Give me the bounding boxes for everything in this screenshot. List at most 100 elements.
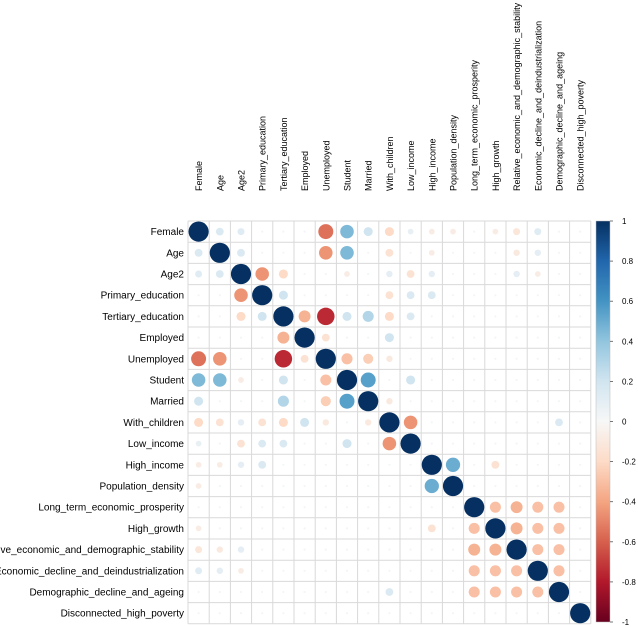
correlation-circle [213,373,227,387]
correlation-circle [557,442,561,445]
correlation-circle [511,586,523,598]
correlation-circle [557,378,561,382]
colorbar [595,220,611,623]
correlation-circle [218,590,221,594]
column-label: High_growth [491,140,501,191]
correlation-circle [494,612,497,615]
correlation-circle [213,352,227,366]
column-labels: Female Age Age2 Primary_education Tertiary_e… [194,2,586,191]
correlation-circle [365,419,372,426]
correlation-circle [324,484,327,488]
column-label: Relative_economic_and_demographic_stabil… [512,2,522,191]
correlation-circle [536,315,539,318]
correlation-circle [513,228,521,236]
correlation-circle [386,355,393,362]
correlation-circle [468,522,480,534]
correlation-circle [489,501,501,513]
correlation-circle [532,544,544,556]
correlation-circle [303,463,306,466]
correlation-circle [579,421,582,424]
correlation-circle [362,310,374,322]
correlation-circle [303,612,306,615]
correlation-circle [579,442,582,445]
grid [187,220,592,625]
correlation-circle [536,336,539,339]
correlation-circle [515,378,518,382]
correlation-circle [345,590,349,594]
correlation-circle [451,612,455,615]
correlation-circle [274,350,293,368]
correlation-circle [238,377,244,383]
row-label: Long_term_economic_prosperity [38,503,184,514]
row-label: Low_income [128,439,185,450]
correlation-circle [345,336,349,339]
correlation-circle [216,567,223,574]
correlation-circle [385,588,394,596]
correlation-circle [318,224,334,240]
correlation-circle [239,400,243,403]
correlation-circle [473,272,476,276]
correlation-circle [494,251,497,254]
correlation-circle [451,527,455,530]
correlation-circle [345,484,349,488]
correlation-circle [534,271,541,277]
correlation-circle [451,336,455,339]
correlation-circle [339,393,355,409]
correlation-circle [424,478,439,494]
correlation-circle [489,543,502,556]
correlation-circle [197,315,200,318]
correlation-circle [386,270,393,278]
correlation-circle [473,484,476,488]
correlation-circle [409,400,412,403]
correlation-circle [451,569,455,572]
correlation-circle [218,294,221,297]
correlation-circle [579,400,582,403]
correlation-circle [218,336,221,339]
correlation-circle [450,228,456,235]
correlation-circle [345,527,349,530]
correlation-circle [553,544,565,556]
correlation-circle [532,501,544,513]
correlation-circle [430,421,433,424]
correlation-circle [367,548,370,551]
correlation-circle [216,461,223,468]
correlation-circle [261,251,264,254]
correlation-circle [363,353,374,364]
correlation-circle [430,315,433,318]
correlation-circle [570,603,591,624]
correlation-circle [409,590,412,594]
correlation-circle [345,612,349,615]
correlation-circle [386,398,393,405]
correlation-circle [430,357,433,360]
correlation-circle [409,463,412,466]
column-label: Age [215,175,225,191]
correlation-circle [515,294,518,297]
correlation-circle [367,463,370,466]
correlation-circle [303,527,306,530]
correlation-circle [430,590,433,594]
correlation-circle [427,291,436,300]
correlation-circle [489,586,501,598]
correlation-circle [303,230,306,233]
correlation-circle [342,439,352,449]
correlation-circle [282,548,285,551]
correlation-circle [234,288,248,302]
correlation-circle [261,612,264,615]
correlation-circle [239,612,243,615]
colorbar-tick-label: -0.2 [622,458,636,467]
correlation-circle [494,484,497,488]
correlation-circle [473,336,476,339]
correlation-circle [367,590,370,594]
correlation-circle [409,548,412,551]
correlation-circle [188,221,209,242]
correlation-circle [215,227,224,236]
correlation-circles [188,221,591,624]
column-label: Unemployed [321,140,331,191]
colorbar-tick-label: -0.6 [622,538,636,547]
correlation-circle [367,527,370,530]
correlation-circle [534,249,541,256]
correlation-circle [388,378,391,382]
correlation-circle [515,357,518,360]
correlation-circle [557,612,561,615]
